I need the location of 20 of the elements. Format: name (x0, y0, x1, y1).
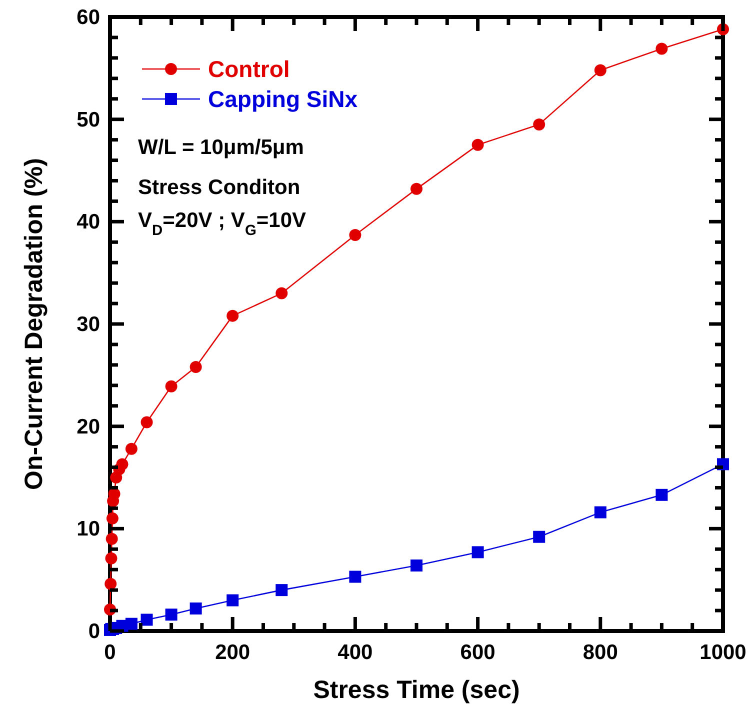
annotation: Stress Conditon (138, 176, 300, 199)
y-tick-label: 0 (88, 620, 100, 643)
legend-label: Control (208, 56, 290, 82)
y-tick-label: 10 (76, 518, 100, 541)
x-tick-label: 200 (215, 641, 250, 664)
annotation: V$_{D}$=20V ; V$_{G}$=10V (138, 209, 306, 239)
y-tick-label: 50 (76, 108, 100, 132)
x-tick-label: 600 (460, 641, 496, 664)
x-tick-label: 400 (338, 641, 373, 664)
y-tick-label: 60 (76, 6, 100, 29)
x-tick-label: 1000 (700, 641, 746, 664)
y-tick-label: 30 (76, 313, 100, 336)
y-tick-label: 20 (76, 415, 100, 438)
x-tick-label: 800 (582, 641, 618, 664)
x-tick-label: 0 (104, 641, 116, 664)
annotation: W/L = 10μm/5μm (138, 136, 304, 159)
legend-label: Capping SiNx (208, 86, 358, 112)
x-axis-title: Stress Time (sec) (313, 676, 520, 704)
y-tick-label: 40 (76, 210, 100, 234)
y-axis-title: On-Current Degradation (%) (20, 158, 48, 490)
